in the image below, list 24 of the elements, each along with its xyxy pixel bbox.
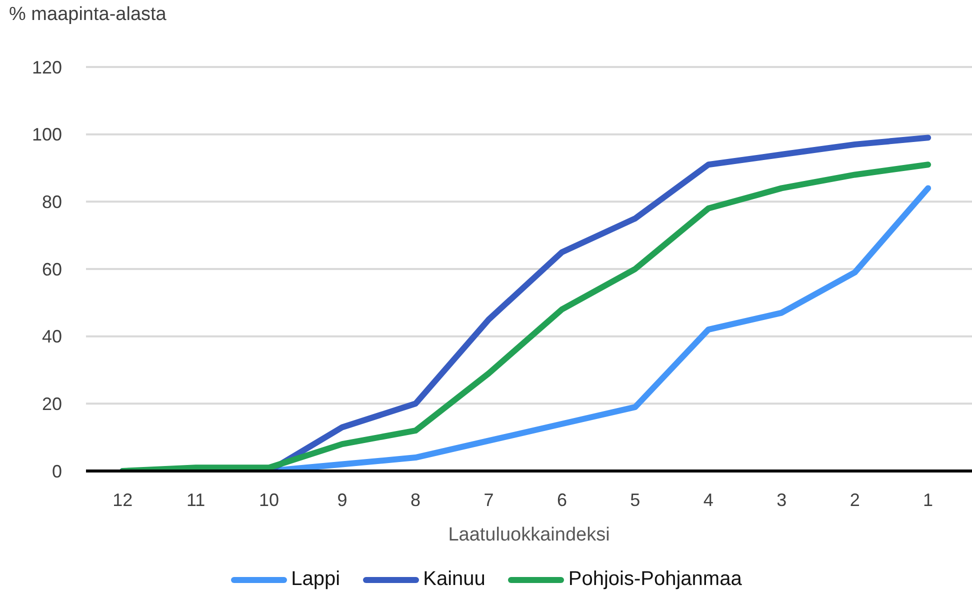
x-axis-title: Laatuluokkaindeksi — [448, 524, 610, 546]
y-tick-label: 40 — [42, 326, 62, 347]
x-tick-label: 5 — [630, 490, 640, 510]
x-tick-label: 6 — [556, 490, 567, 510]
y-tick-label: 100 — [32, 124, 62, 145]
legend-label: Kainuu — [423, 568, 486, 591]
x-tick-label: 2 — [850, 490, 860, 510]
x-tick-label: 1 — [923, 490, 934, 510]
x-tick-label: 4 — [703, 490, 714, 510]
x-tick-label: 3 — [776, 490, 787, 510]
y-tick-label: 80 — [42, 192, 62, 212]
x-tick-label: 8 — [410, 490, 421, 510]
x-tick-label: 7 — [484, 490, 494, 510]
legend-label: Lappi — [291, 568, 340, 591]
legend-label: Pohjois-Pohjanmaa — [568, 568, 742, 591]
y-tick-label: 0 — [52, 461, 62, 482]
y-axis-title: % maapinta-alasta — [9, 4, 166, 26]
y-tick-label: 120 — [32, 57, 62, 78]
y-tick-label: 20 — [42, 394, 62, 414]
x-tick-label: 11 — [186, 490, 206, 510]
x-tick-label: 10 — [259, 490, 280, 510]
y-tick-label: 60 — [42, 259, 62, 280]
x-tick-label: 12 — [112, 490, 133, 510]
x-tick-label: 9 — [337, 490, 348, 510]
